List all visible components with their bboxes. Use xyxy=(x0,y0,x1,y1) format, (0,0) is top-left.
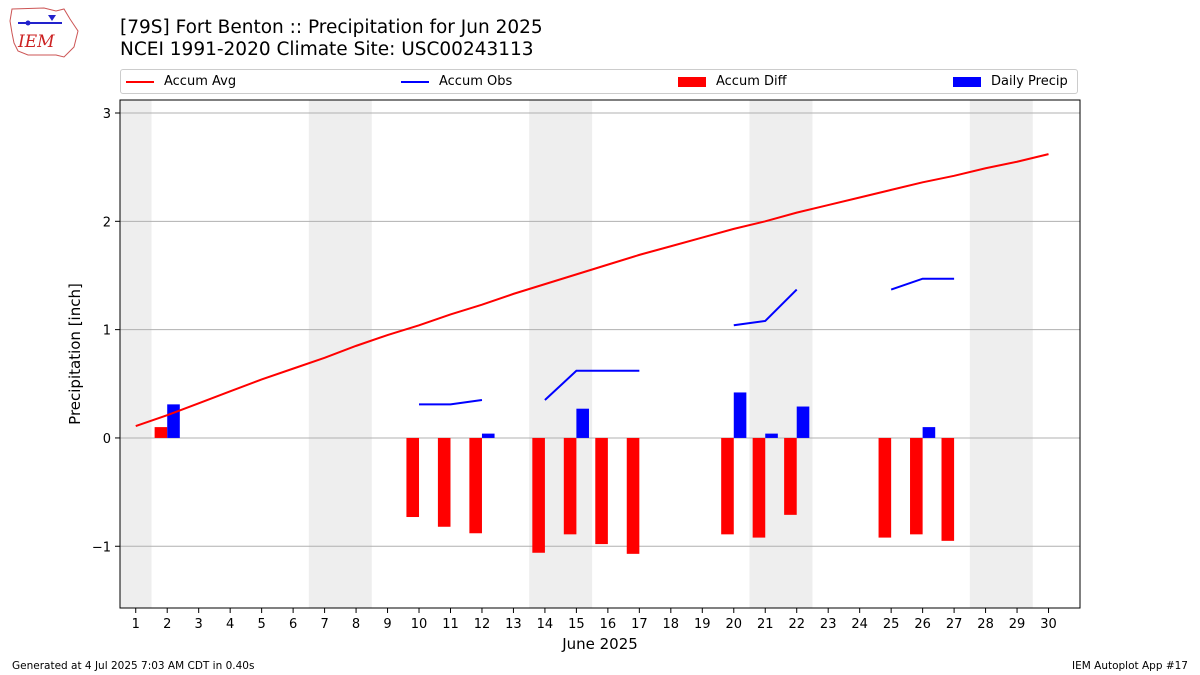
iem-logo: IEM xyxy=(9,7,79,58)
x-tick-label: 13 xyxy=(505,617,522,632)
accum-obs-line xyxy=(419,399,483,406)
daily-precip-bar xyxy=(733,392,747,438)
legend-item-accum-avg: Accum Avg xyxy=(126,74,236,90)
legend-label-accum-obs: Accum Obs xyxy=(439,74,513,89)
accum-diff-bar xyxy=(406,437,420,518)
daily-precip-bar xyxy=(167,404,180,438)
x-tick-label: 28 xyxy=(977,617,994,632)
y-tick-label: 1 xyxy=(103,324,111,339)
accum-diff-bar xyxy=(910,437,923,535)
weekend-band xyxy=(969,100,1033,608)
daily-precip-bar xyxy=(481,433,495,438)
x-tick-label: 3 xyxy=(195,617,203,632)
x-tick-label: 11 xyxy=(442,617,459,632)
daily-precip-bar xyxy=(922,427,936,438)
accum-diff-bar xyxy=(626,437,640,554)
legend-swatch-accum-obs xyxy=(401,80,429,83)
x-tick-label: 2 xyxy=(163,617,171,632)
x-tick-label: 17 xyxy=(631,617,648,632)
accum-avg-line xyxy=(135,153,1049,427)
x-tick-label: 26 xyxy=(914,617,931,632)
x-tick-label: 30 xyxy=(1040,617,1057,632)
accum-diff-bar xyxy=(595,437,608,545)
daily-precip-bar xyxy=(576,408,589,438)
x-tick-label: 24 xyxy=(851,617,868,632)
x-tick-label: 27 xyxy=(946,617,963,632)
accum-diff-bar xyxy=(721,437,734,535)
x-tick-label: 20 xyxy=(725,617,742,632)
legend-item-daily-precip: Daily Precip xyxy=(953,74,1068,90)
accum-diff-bar xyxy=(532,437,545,553)
legend-item-accum-diff: Accum Diff xyxy=(678,74,787,90)
y-tick-label: 3 xyxy=(103,107,111,122)
y-tick-label: −1 xyxy=(92,540,111,555)
chart-title: [79S] Fort Benton :: Precipitation for J… xyxy=(120,17,543,38)
legend-swatch-accum-avg xyxy=(126,80,154,83)
footer-app-id: IEM Autoplot App #17 xyxy=(1072,660,1188,672)
x-tick-label: 4 xyxy=(226,617,234,632)
accum-diff-bar xyxy=(784,437,797,515)
x-tick-label: 8 xyxy=(352,617,360,632)
logo-text: IEM xyxy=(17,32,55,52)
accum-obs-line xyxy=(890,277,955,291)
y-tick-label: 2 xyxy=(103,215,111,230)
accum-diff-bar xyxy=(878,437,892,538)
legend-label-accum-avg: Accum Avg xyxy=(164,74,237,89)
legend-item-accum-obs: Accum Obs xyxy=(401,74,512,90)
accum-diff-bar xyxy=(154,427,168,438)
y-tick-label: 0 xyxy=(103,432,111,447)
x-tick-label: 9 xyxy=(383,617,391,632)
weekend-band xyxy=(120,100,152,608)
x-tick-label: 19 xyxy=(694,617,711,632)
legend: Accum Avg Accum Obs Accum Diff Daily Pre… xyxy=(120,69,1078,94)
weekend-band xyxy=(308,100,372,608)
chart-subtitle: NCEI 1991-2020 Climate Site: USC00243113 xyxy=(120,39,534,60)
accum-diff-bar xyxy=(941,437,955,541)
x-tick-label: 22 xyxy=(788,617,805,632)
accum-diff-bar xyxy=(752,437,766,538)
legend-swatch-daily-precip xyxy=(953,76,981,87)
x-tick-label: 29 xyxy=(1009,617,1026,632)
x-tick-label: 1 xyxy=(132,617,140,632)
legend-label-accum-diff: Accum Diff xyxy=(716,74,787,89)
x-tick-label: 5 xyxy=(257,617,265,632)
x-tick-label: 10 xyxy=(411,617,428,632)
accum-diff-bar xyxy=(437,437,451,527)
accum-obs-line xyxy=(733,288,798,327)
x-tick-label: 18 xyxy=(663,617,680,632)
plot-area xyxy=(120,100,1080,608)
legend-label-daily-precip: Daily Precip xyxy=(991,74,1068,89)
y-axis-label: Precipitation [inch] xyxy=(66,283,84,425)
daily-precip-bar xyxy=(765,433,778,438)
accum-diff-bar xyxy=(563,437,577,535)
x-tick-label: 16 xyxy=(600,617,617,632)
plot-frame xyxy=(119,99,1081,609)
x-tick-label: 15 xyxy=(568,617,585,632)
footer-generated: Generated at 4 Jul 2025 7:03 AM CDT in 0… xyxy=(12,660,255,672)
x-tick-label: 21 xyxy=(757,617,774,632)
x-tick-label: 7 xyxy=(320,617,328,632)
x-tick-label: 25 xyxy=(883,617,900,632)
x-axis-label: June 2025 xyxy=(561,635,638,653)
x-tick-label: 14 xyxy=(537,617,554,632)
x-tick-label: 6 xyxy=(289,617,297,632)
x-tick-label: 23 xyxy=(820,617,837,632)
accum-obs-line xyxy=(544,369,640,401)
daily-precip-bar xyxy=(796,406,810,438)
x-tick-label: 12 xyxy=(474,617,491,632)
accum-diff-bar xyxy=(469,437,482,534)
legend-swatch-accum-diff xyxy=(678,76,706,87)
